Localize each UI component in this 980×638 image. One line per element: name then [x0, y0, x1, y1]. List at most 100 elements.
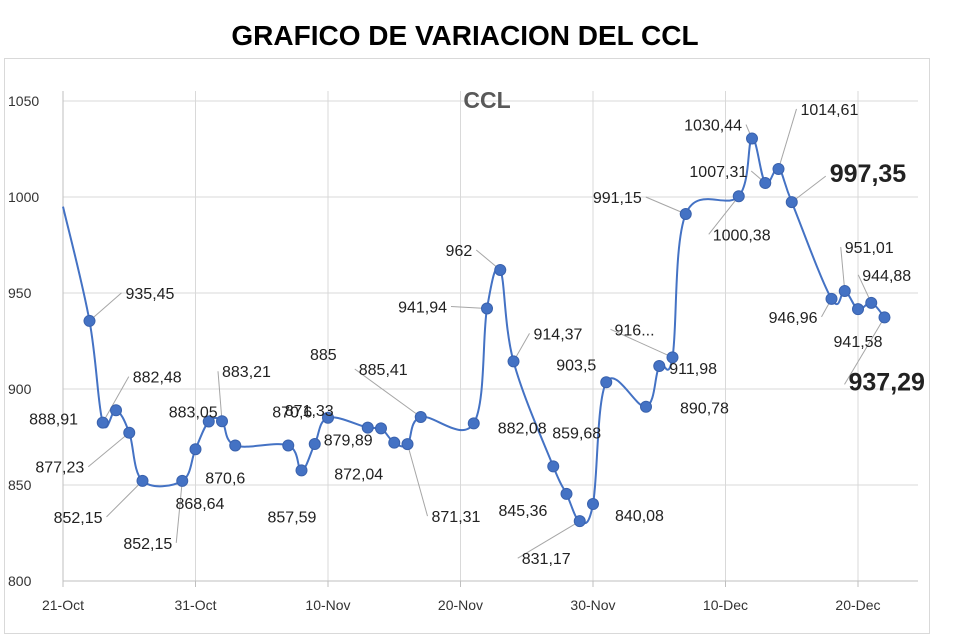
data-label: 883,05	[169, 405, 218, 422]
x-tick-label: 20-Nov	[438, 597, 483, 613]
data-point	[308, 438, 321, 451]
data-point	[878, 311, 891, 324]
data-label: 916...	[615, 322, 655, 339]
data-point	[640, 400, 652, 413]
data-label: 852,15	[54, 510, 103, 527]
data-point	[507, 355, 520, 368]
data-label: 831,17	[522, 551, 571, 568]
label-leader-line	[407, 443, 428, 517]
label-leader-line	[102, 376, 130, 423]
data-label: 946,96	[769, 310, 818, 327]
label-leader-line	[175, 480, 183, 543]
data-label: 882,08	[498, 420, 547, 437]
data-point	[375, 422, 387, 435]
data-label: 871,31	[432, 509, 481, 526]
ccl-series-line	[62, 137, 886, 525]
x-tick-label: 30-Nov	[570, 597, 615, 613]
data-label: 890,78	[680, 401, 729, 418]
data-point	[83, 314, 96, 327]
data-label: 852,15	[123, 536, 172, 553]
data-point	[189, 443, 202, 456]
label-leader-line	[791, 175, 827, 203]
data-label: 941,94	[398, 299, 447, 316]
y-axis-ticks: 800 850 900 950 1000 1050	[8, 93, 39, 589]
data-point	[746, 132, 758, 145]
data-point	[825, 292, 838, 305]
data-point	[361, 421, 374, 434]
chart-axes	[62, 91, 918, 587]
y-tick-label: 850	[8, 477, 32, 493]
data-label: 882,48	[133, 370, 182, 387]
data-point	[467, 417, 480, 430]
data-point	[481, 302, 493, 315]
x-axis-ticks: 21-Oct 31-Oct 10-Nov 20-Nov 30-Nov 10-Dec 20-D…	[42, 597, 881, 613]
data-point	[136, 474, 149, 487]
data-label: 870,6	[205, 470, 245, 487]
label-leader-line	[87, 432, 130, 468]
data-label: 991,15	[593, 190, 642, 207]
data-label: 870,6	[272, 404, 312, 421]
data-point	[282, 439, 295, 452]
label-leader-line	[708, 195, 740, 235]
label-leader-line	[778, 108, 797, 170]
y-tick-label: 1000	[8, 189, 39, 205]
label-leader-line	[517, 520, 581, 559]
x-tick-label: 21-Oct	[42, 597, 84, 613]
x-tick-label: 10-Nov	[305, 597, 350, 613]
chart-title: CCL	[463, 87, 510, 113]
data-point	[666, 351, 679, 364]
data-point	[414, 411, 427, 424]
data-point	[388, 436, 401, 449]
page-title: GRAFICO DE VARIACION DEL CCL	[231, 20, 699, 51]
data-point	[759, 176, 772, 189]
data-label: 1014,61	[801, 102, 859, 119]
data-label: 941,58	[834, 334, 883, 351]
data-label: 951,01	[845, 240, 894, 257]
data-point	[96, 416, 109, 429]
data-point	[494, 263, 507, 276]
data-label: 877,23	[35, 460, 84, 477]
data-point	[216, 415, 228, 428]
data-label: 1000,38	[713, 227, 771, 244]
data-label: 937,29	[849, 368, 925, 396]
data-point	[865, 296, 878, 309]
label-leader-line	[844, 317, 885, 385]
data-point	[838, 285, 851, 298]
label-leader-line	[89, 292, 122, 322]
data-point	[123, 426, 136, 439]
label-leader-line	[106, 480, 143, 518]
y-tick-label: 800	[8, 573, 32, 589]
data-point	[202, 415, 215, 428]
label-leader-line	[610, 328, 673, 358]
chart-frame	[4, 58, 930, 634]
x-tick-label: 10-Dec	[703, 597, 748, 613]
data-label: 883,21	[222, 364, 271, 381]
data-label: 914,37	[534, 326, 583, 343]
data-label: 903,5	[556, 357, 596, 374]
data-label: 885	[310, 347, 337, 364]
data-point	[785, 196, 798, 209]
data-label: 1030,44	[684, 118, 742, 135]
data-label: 885,41	[359, 362, 408, 379]
data-label: 1007,31	[689, 164, 747, 181]
data-label: 935,45	[126, 286, 175, 303]
data-point	[653, 359, 666, 372]
x-tick-label: 20-Dec	[835, 597, 880, 613]
data-point	[560, 487, 573, 500]
y-tick-label: 1050	[8, 93, 39, 109]
data-point	[401, 438, 414, 451]
data-label-leaders	[87, 108, 885, 559]
data-point	[852, 303, 864, 316]
data-label: 857,59	[268, 509, 317, 526]
label-leader-line	[450, 305, 488, 309]
data-point	[176, 474, 189, 487]
data-point	[110, 404, 122, 417]
data-label: 911,98	[669, 361, 717, 378]
label-leader-line	[217, 371, 223, 422]
data-point	[732, 190, 745, 203]
data-label: 840,08	[615, 508, 664, 525]
data-point	[772, 162, 785, 175]
data-point	[547, 460, 560, 473]
data-points	[83, 132, 891, 528]
